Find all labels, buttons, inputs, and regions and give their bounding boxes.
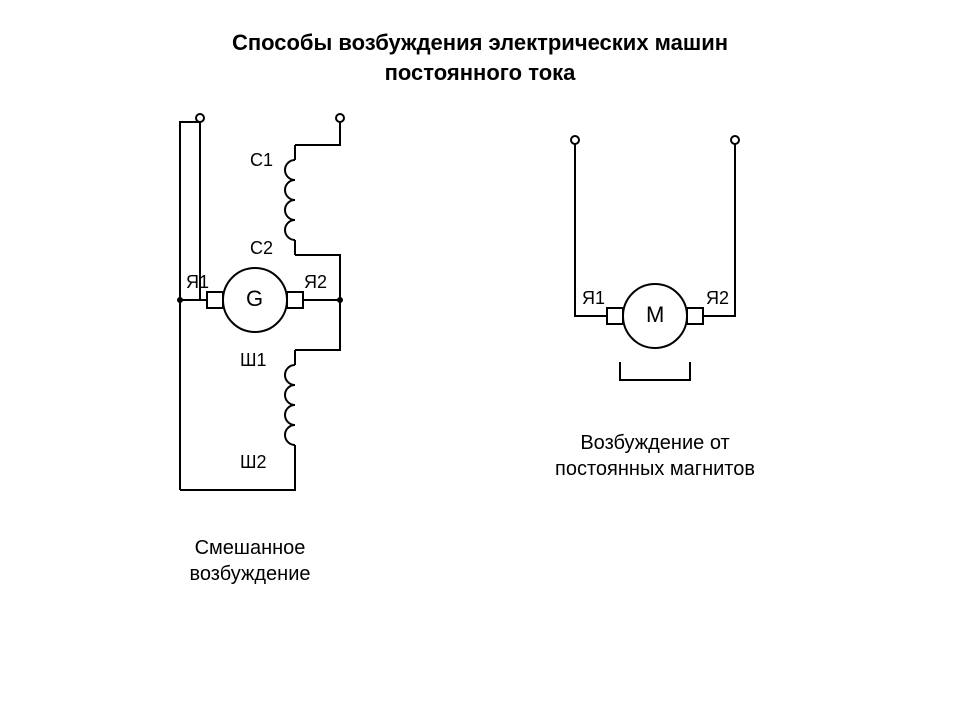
label-ya2-right: Я2 [706,288,729,309]
schematic-canvas [0,0,960,720]
caption-right-line1: Возбуждение от [580,432,729,454]
caption-left-line2: возбуждение [190,563,311,585]
machine-label-g: G [246,286,263,312]
label-c1: С1 [250,150,273,171]
caption-right: Возбуждение от постоянных магнитов [530,430,780,482]
machine-label-m: M [646,302,664,328]
label-ya2-left: Я2 [304,272,327,293]
label-c2: С2 [250,238,273,259]
label-sh2: Ш2 [240,452,267,473]
caption-left-line1: Смешанное [195,537,306,559]
label-ya1-left: Я1 [186,272,209,293]
label-sh1: Ш1 [240,350,267,371]
label-ya1-right: Я1 [582,288,605,309]
caption-right-line2: постоянных магнитов [555,458,755,480]
caption-left: Смешанное возбуждение [150,535,350,587]
